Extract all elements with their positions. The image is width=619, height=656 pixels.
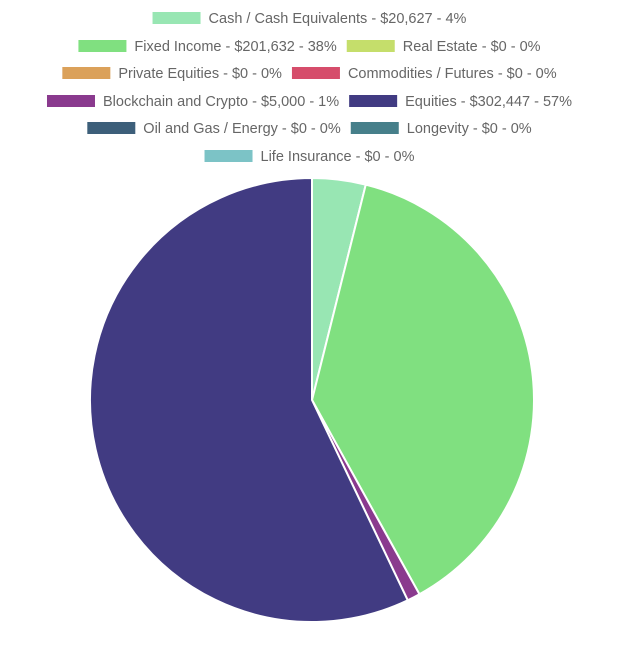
legend-label: Commodities / Futures - $0 - 0%: [348, 66, 557, 82]
legend-item[interactable]: Private Equities - $0 - 0%: [62, 66, 282, 82]
legend-label: Life Insurance - $0 - 0%: [261, 149, 415, 165]
legend-item[interactable]: Longevity - $0 - 0%: [350, 121, 532, 137]
legend-item[interactable]: Real Estate - $0 - 0%: [346, 39, 541, 55]
legend-item[interactable]: Equities - $302,447 - 57%: [349, 94, 572, 110]
legend-swatch: [291, 67, 340, 79]
legend-item[interactable]: Life Insurance - $0 - 0%: [204, 149, 415, 165]
legend-item[interactable]: Blockchain and Crypto - $5,000 - 1%: [46, 94, 339, 110]
legend-swatch: [87, 122, 136, 134]
legend-item[interactable]: Fixed Income - $201,632 - 38%: [78, 39, 337, 55]
legend-swatch: [62, 67, 111, 79]
legend-item[interactable]: Commodities / Futures - $0 - 0%: [291, 66, 557, 82]
legend-swatch: [78, 40, 127, 52]
legend-label: Real Estate - $0 - 0%: [403, 39, 541, 55]
legend-item[interactable]: Oil and Gas / Energy - $0 - 0%: [87, 121, 341, 137]
pie-slice-fixed-income[interactable]: [310, 183, 535, 596]
legend-label: Fixed Income - $201,632 - 38%: [134, 39, 336, 55]
pie-slice-equities[interactable]: [89, 176, 410, 623]
legend-label: Oil and Gas / Energy - $0 - 0%: [143, 121, 341, 137]
legend-swatch: [346, 40, 395, 52]
legend-label: Longevity - $0 - 0%: [407, 121, 532, 137]
legend-label: Private Equities - $0 - 0%: [118, 66, 282, 82]
legend-swatch: [349, 95, 398, 107]
pie-slices: [89, 176, 535, 623]
legend-label: Blockchain and Crypto - $5,000 - 1%: [103, 94, 339, 110]
legend-swatch: [46, 95, 95, 107]
legend-swatch: [204, 150, 253, 162]
legend-label: Equities - $302,447 - 57%: [405, 94, 572, 110]
legend-item[interactable]: Cash / Cash Equivalents - $20,627 - 4%: [152, 11, 467, 27]
legend-label: Cash / Cash Equivalents - $20,627 - 4%: [209, 11, 467, 27]
legend: Cash / Cash Equivalents - $20,627 - 4% Fi…: [46, 11, 572, 165]
legend-swatch: [152, 12, 201, 24]
legend-swatch: [350, 122, 399, 134]
